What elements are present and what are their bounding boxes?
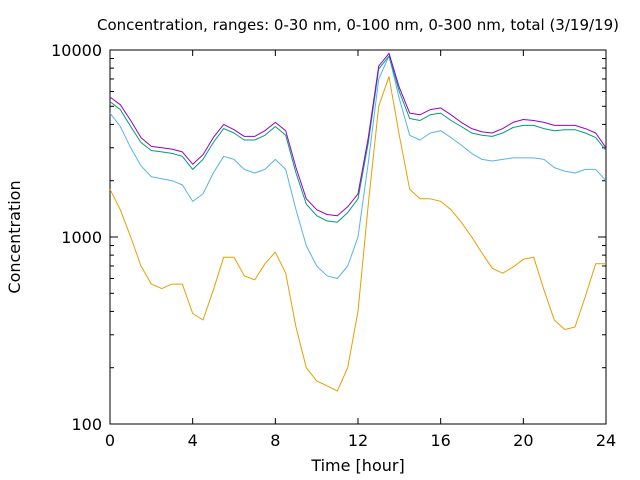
minor-ticks bbox=[110, 58, 606, 369]
x-tick-label: 24 bbox=[596, 431, 616, 450]
y-axis-ticks: 100 1000 10000 bbox=[51, 41, 606, 434]
series-line-3 bbox=[109, 55, 607, 223]
x-tick-label: 20 bbox=[513, 431, 533, 450]
x-axis-label: Time [hour] bbox=[310, 456, 404, 475]
y-axis-label: Concentration bbox=[5, 180, 24, 293]
chart-title: Concentration, ranges: 0-30 nm, 0-100 nm… bbox=[97, 16, 619, 34]
series-line-2 bbox=[109, 55, 607, 279]
y-tick-label: 1000 bbox=[61, 228, 102, 247]
y-tick-label: 10000 bbox=[51, 41, 102, 60]
x-tick-label: 12 bbox=[348, 431, 368, 450]
x-tick-label: 8 bbox=[270, 431, 280, 450]
x-tick-label: 0 bbox=[105, 431, 115, 450]
y-tick-label: 100 bbox=[71, 415, 102, 434]
series-line-4 bbox=[109, 52, 607, 217]
x-axis-ticks: 0 4 8 12 16 20 24 bbox=[105, 50, 616, 450]
x-tick-label: 16 bbox=[430, 431, 450, 450]
x-tick-label: 4 bbox=[188, 431, 198, 450]
series-group bbox=[109, 52, 607, 392]
series-line-1 bbox=[109, 76, 606, 392]
